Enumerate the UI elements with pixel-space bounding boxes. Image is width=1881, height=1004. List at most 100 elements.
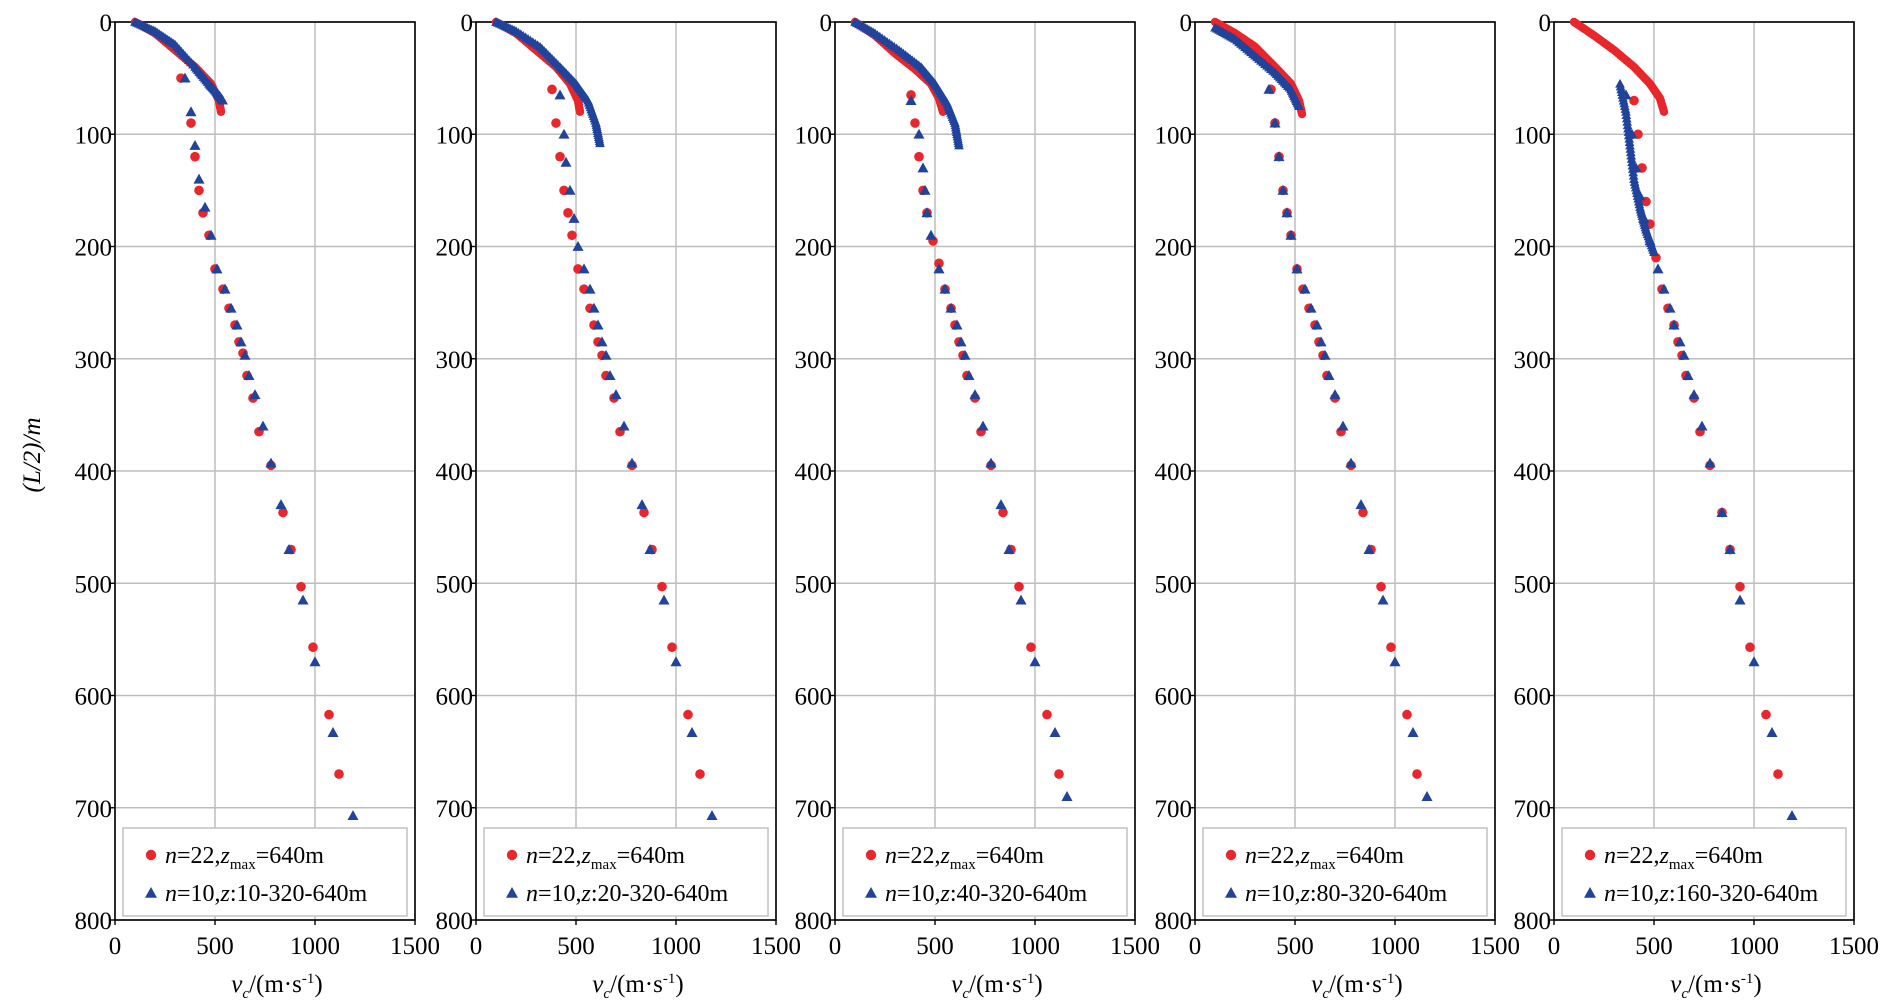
data-point bbox=[1323, 370, 1335, 381]
data-point bbox=[185, 106, 197, 117]
x-tick-label: 1000 bbox=[651, 933, 701, 960]
data-point bbox=[1745, 642, 1755, 653]
y-tick-label: 700 bbox=[1155, 796, 1193, 823]
data-point bbox=[1363, 544, 1375, 554]
y-tick-label: 400 bbox=[1514, 459, 1552, 486]
data-point bbox=[1649, 247, 1659, 256]
legend-marker-triangle bbox=[865, 887, 877, 898]
data-point bbox=[278, 507, 288, 518]
y-tick-label: 700 bbox=[75, 796, 113, 823]
data-point bbox=[578, 263, 590, 274]
data-point bbox=[275, 499, 287, 510]
y-tick-label: 500 bbox=[1155, 571, 1193, 598]
data-point bbox=[1626, 128, 1638, 139]
data-point bbox=[257, 420, 269, 431]
data-point bbox=[547, 84, 557, 95]
legend: n=22,zmax=640m n=10,z:160-320-640m bbox=[1561, 827, 1847, 917]
legend-box bbox=[483, 827, 769, 917]
data-point bbox=[969, 389, 981, 400]
data-point bbox=[1003, 544, 1015, 554]
data-point bbox=[1412, 769, 1422, 779]
legend-box bbox=[122, 827, 408, 917]
y-tick-label: 100 bbox=[1155, 122, 1193, 149]
data-point bbox=[572, 240, 584, 251]
data-point bbox=[683, 709, 693, 720]
data-point bbox=[554, 89, 566, 100]
x-tick-label: 1500 bbox=[390, 933, 440, 960]
data-point bbox=[193, 173, 205, 184]
x-axis-label: vc/(m·s-1) bbox=[592, 971, 683, 1002]
legend-label: n=10,z:10-320-640m bbox=[165, 881, 368, 907]
data-point bbox=[985, 457, 997, 468]
legend-marker-circle bbox=[145, 849, 157, 861]
legend: n=22,zmax=640m n=10,z:40-320-640m bbox=[842, 827, 1128, 917]
data-point bbox=[1285, 229, 1297, 240]
x-tick-label: 0 bbox=[1189, 933, 1202, 960]
data-point bbox=[1629, 95, 1639, 106]
data-point bbox=[977, 420, 989, 431]
data-point bbox=[1042, 709, 1052, 720]
y-tick-label: 200 bbox=[436, 235, 474, 262]
legend-marker-triangle bbox=[1225, 887, 1237, 898]
y-tick-label: 500 bbox=[436, 571, 474, 598]
x-tick-label: 500 bbox=[196, 933, 234, 960]
data-point bbox=[1345, 457, 1357, 468]
data-point bbox=[563, 208, 573, 218]
data-point bbox=[575, 107, 585, 117]
data-point bbox=[592, 319, 604, 330]
legend-label: n=22,zmax=640m bbox=[526, 843, 685, 873]
y-tick-label: 200 bbox=[1514, 235, 1552, 262]
legend-marker-circle bbox=[865, 849, 877, 861]
y-tick-label: 400 bbox=[1155, 459, 1193, 486]
data-point bbox=[1761, 709, 1771, 720]
y-tick-label: 600 bbox=[1155, 684, 1193, 711]
data-point bbox=[239, 349, 251, 360]
legend-marker-circle bbox=[506, 849, 518, 861]
data-point bbox=[225, 302, 237, 313]
data-point bbox=[216, 107, 226, 117]
data-point bbox=[596, 336, 608, 347]
series-n10 bbox=[850, 17, 1073, 801]
data-point bbox=[1026, 642, 1036, 653]
data-point bbox=[934, 258, 944, 269]
data-point bbox=[1294, 101, 1304, 111]
x-tick-label: 1500 bbox=[751, 933, 801, 960]
data-point bbox=[925, 229, 937, 240]
y-tick-label: 600 bbox=[436, 684, 474, 711]
data-point bbox=[231, 319, 243, 330]
y-tick-label: 800 bbox=[1155, 908, 1193, 935]
y-tick-label: 500 bbox=[75, 571, 113, 598]
legend-label: n=10,z:40-320-640m bbox=[885, 881, 1088, 907]
data-point bbox=[179, 72, 191, 83]
data-point bbox=[218, 95, 228, 105]
data-point bbox=[1329, 389, 1341, 400]
series-n22 bbox=[1210, 17, 1422, 779]
legend-label: n=22,zmax=640m bbox=[1604, 843, 1763, 873]
data-point bbox=[1638, 212, 1650, 223]
data-point bbox=[190, 151, 200, 162]
legend-box bbox=[1202, 827, 1488, 917]
data-point bbox=[1015, 594, 1027, 605]
data-point bbox=[1688, 389, 1700, 400]
data-point bbox=[604, 370, 616, 381]
data-point bbox=[1664, 302, 1676, 313]
data-point bbox=[919, 184, 931, 195]
data-point bbox=[1014, 581, 1024, 592]
data-point bbox=[1620, 89, 1632, 100]
data-point bbox=[657, 581, 667, 592]
x-tick-label: 0 bbox=[829, 933, 842, 960]
data-point bbox=[1377, 594, 1389, 605]
data-point bbox=[1291, 263, 1303, 274]
data-point bbox=[186, 118, 196, 128]
y-tick-label: 400 bbox=[795, 459, 833, 486]
data-point bbox=[199, 201, 211, 212]
x-tick-label: 0 bbox=[470, 933, 483, 960]
y-tick-label: 0 bbox=[100, 10, 113, 37]
data-point bbox=[567, 230, 577, 241]
data-point bbox=[1421, 791, 1433, 801]
y-tick-label: 600 bbox=[75, 684, 113, 711]
x-axis-label: vc/(m·s-1) bbox=[951, 971, 1042, 1002]
legend-box bbox=[842, 827, 1128, 917]
